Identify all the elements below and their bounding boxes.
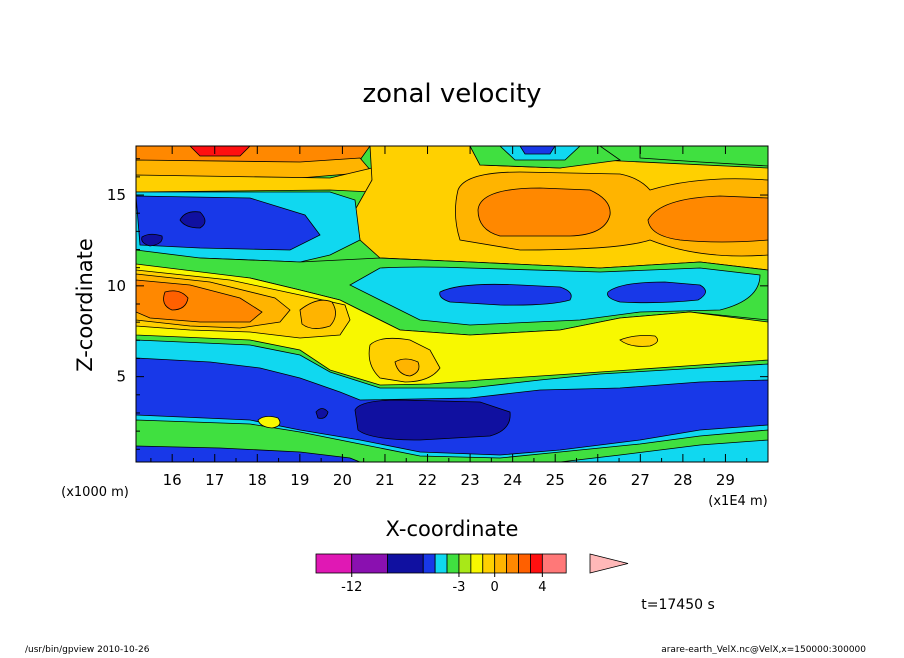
band-left-orange (136, 279, 263, 323)
footer-left: /usr/bin/gpview 2010-10-26 (25, 645, 150, 654)
x-tick-label: 18 (248, 471, 267, 489)
colorbar-label: 4 (538, 580, 546, 595)
x-tick-label: 17 (205, 471, 224, 489)
x-tick-label: 22 (418, 471, 437, 489)
band-lower-yellow (257, 416, 281, 429)
x-tick-label: 23 (461, 471, 480, 489)
band-lower-navy (354, 399, 511, 441)
y-axis: 5 10 15 (107, 158, 768, 450)
x-tick-label: 25 (546, 471, 565, 489)
colorbar-label: 0 (491, 580, 499, 595)
band-upper-orange-2 (647, 195, 768, 243)
colorbar-segment (458, 553, 472, 574)
x-tick-label: 21 (375, 471, 394, 489)
colorbar-segment (434, 553, 448, 574)
x-axis: 16 17 18 19 20 21 22 23 24 25 26 27 28 29 (150, 146, 748, 489)
x-tick-label: 27 (631, 471, 650, 489)
contour-bands (136, 146, 768, 462)
footer-right: arare-earth_VelX.nc@VelX,x=150000:300000 (661, 645, 866, 654)
y-axis-unit: (x1000 m) (61, 485, 129, 500)
band-upper-orange-1 (477, 187, 611, 237)
x-tick-label: 24 (503, 471, 522, 489)
colorbar-segment (506, 553, 519, 574)
band-top-blue (519, 146, 556, 155)
colorbar-segment (518, 553, 531, 574)
x-axis-unit: (x1E4 m) (708, 494, 767, 509)
band-mid-navy-2 (141, 233, 163, 247)
band-right-gold-pocket (619, 335, 658, 347)
y-tick-label: 5 (116, 368, 126, 386)
y-tick-label: 15 (107, 186, 126, 204)
chart-title: zonal velocity (362, 79, 541, 109)
time-label: t=17450 s (641, 597, 715, 613)
colorbar-segment (482, 553, 496, 574)
x-axis-title: X-coordinate (386, 517, 519, 541)
x-tick-label: 26 (588, 471, 607, 489)
band-center-amber (394, 358, 420, 377)
x-tick-label: 29 (716, 471, 735, 489)
colorbar-segment (446, 553, 460, 574)
x-tick-label: 20 (333, 471, 352, 489)
colorbar-segment (530, 553, 543, 574)
band-mid-navy-1 (179, 211, 206, 229)
band-mid-blue-2 (439, 283, 572, 306)
y-axis-title: Z-coordinate (73, 238, 97, 372)
x-tick-label: 16 (163, 471, 182, 489)
x-tick-label: 28 (673, 471, 692, 489)
contour-field (136, 146, 768, 462)
colorbar-segment (541, 553, 567, 574)
colorbar-segment (351, 553, 388, 574)
x-tick-label: 19 (290, 471, 309, 489)
band-mid-amber-pocket (299, 299, 336, 329)
colorbar: -12 -3 0 4 (315, 553, 629, 595)
band-bottom-blue (136, 445, 361, 462)
colorbar-label: -3 (452, 580, 465, 595)
colorbar-extension (589, 553, 629, 574)
colorbar-segment (494, 553, 508, 574)
y-tick-label: 10 (107, 277, 126, 295)
band-top-red (189, 146, 251, 157)
colorbar-segment (422, 553, 436, 574)
colorbar-segment (470, 553, 484, 574)
colorbar-segment (315, 553, 353, 574)
band-lower-navy-2 (315, 408, 329, 419)
band-mid-blue-3 (607, 281, 706, 304)
band-top-green-2 (639, 146, 768, 167)
colorbar-label: -12 (341, 580, 362, 595)
band-left-dorange (163, 290, 189, 311)
colorbar-segment (387, 553, 424, 574)
